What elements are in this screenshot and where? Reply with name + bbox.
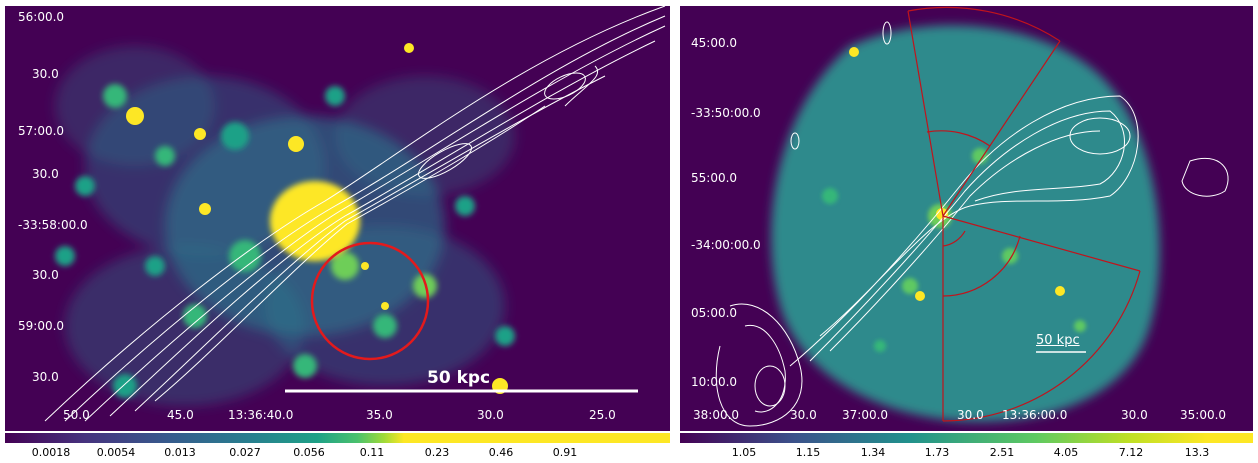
- dec-label: 30.0: [32, 67, 59, 81]
- left-colorbar: [5, 433, 670, 443]
- ra-label: 50.0: [63, 408, 90, 422]
- colorbar-tick-label: 0.013: [164, 446, 196, 459]
- colorbar-tick-label: 0.0018: [31, 446, 71, 459]
- dec-label: 56:00.0: [18, 10, 65, 24]
- colorbar-tick-label: 0.11: [359, 446, 385, 459]
- dec-label: 45:00.0: [691, 36, 738, 50]
- right-colorbar: [680, 433, 1253, 443]
- colorbar-tick-label: 1.15: [795, 446, 821, 459]
- ra-label: 35:00.0: [1180, 408, 1227, 422]
- colorbar-tick-label: 0.46: [488, 446, 514, 459]
- colorbar-tick-label: 1.34: [860, 446, 886, 459]
- colorbar-tick-label: 13.3: [1184, 446, 1210, 459]
- dec-label: 05:00.0: [691, 306, 738, 320]
- ra-label: 30.0: [477, 408, 504, 422]
- dec-label: -33:50:00.0: [691, 106, 761, 120]
- scalebar-label: 50 kpc: [427, 368, 491, 388]
- dec-label: 57:00.0: [18, 124, 65, 138]
- dec-label: -33:58:00.0: [18, 218, 88, 232]
- colorbar-tick-label: 7.12: [1118, 446, 1144, 459]
- ra-label: 30.0: [1121, 408, 1148, 422]
- ra-label: 37:00.0: [842, 408, 889, 422]
- dec-label: 30.0: [32, 167, 59, 181]
- ra-label: 30.0: [957, 408, 984, 422]
- ra-label: 13:36:40.0: [228, 408, 294, 422]
- bright-source: [915, 291, 925, 301]
- colorbar-tick-label: 1.05: [731, 446, 757, 459]
- ra-label: 30.0: [790, 408, 817, 422]
- detector-field: [771, 25, 1160, 422]
- ra-label: 25.0: [589, 408, 616, 422]
- left-xray-image-panel[interactable]: 56:00.0 30.0 57:00.0 30.0 -33:58:00.0 30…: [5, 6, 670, 431]
- right-image-svg: [680, 6, 1253, 431]
- radio-contours: [44, 6, 666, 422]
- colorbar-tick-label: 0.027: [229, 446, 261, 459]
- ra-label: 38:00.0: [693, 408, 740, 422]
- colorbar-tick-label: 0.0054: [96, 446, 136, 459]
- ra-label: 45.0: [167, 408, 194, 422]
- ra-label: 35.0: [366, 408, 393, 422]
- dec-label: 55:00.0: [691, 171, 738, 185]
- colorbar-tick-label: 0.23: [424, 446, 450, 459]
- colorbar-tick-label: 0.91: [552, 446, 578, 459]
- colorbar-tick-label: 1.73: [924, 446, 950, 459]
- scalebar-label: 50 kpc: [1036, 333, 1080, 348]
- colorbar-tick-label: 4.05: [1053, 446, 1079, 459]
- left-image-svg: [5, 6, 670, 431]
- ra-label: 13:36:00.0: [1002, 408, 1068, 422]
- right-xray-image-panel[interactable]: 45:00.0 -33:50:00.0 55:00.0 -34:00:00.0 …: [680, 6, 1253, 431]
- bright-source: [1055, 286, 1065, 296]
- colorbar-tick-label: 2.51: [989, 446, 1015, 459]
- annular-sectors: [907, 6, 1141, 422]
- dec-label: 30.0: [32, 370, 59, 384]
- dec-label: 30.0: [32, 268, 59, 282]
- clumpy-emission: [55, 84, 515, 398]
- dec-label: 59:00.0: [18, 319, 65, 333]
- bright-source: [849, 47, 859, 57]
- colorbar-tick-label: 0.056: [293, 446, 325, 459]
- region-circle: [310, 241, 430, 361]
- bright-sources: [126, 43, 508, 394]
- dec-label: 10:00.0: [691, 375, 738, 389]
- dec-label: -34:00:00.0: [691, 238, 761, 252]
